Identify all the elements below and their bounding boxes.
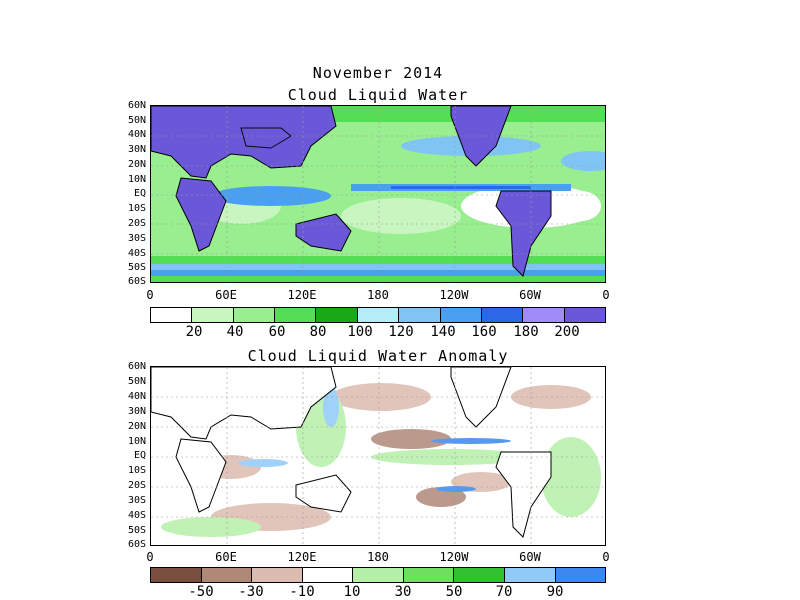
bottom-lat-label: 50N — [127, 376, 146, 387]
bottom-lat-label: 10N — [127, 436, 146, 447]
top-colorbar-swatch — [440, 308, 482, 322]
bottom-lon-label: 60E — [215, 550, 237, 564]
top-lat-label: 30S — [127, 233, 146, 244]
cloud-liquid-water-map — [150, 105, 606, 283]
top-colorbar — [150, 307, 606, 323]
top-colorbar-label: 140 — [430, 324, 456, 340]
top-lat-label: 60S — [127, 276, 146, 287]
bottom-colorbar-label: -30 — [238, 584, 264, 600]
top-map-title-date: November 2014 — [312, 64, 444, 82]
top-lon-label: 60E — [215, 288, 237, 302]
bottom-map-title: Cloud Liquid Water Anomaly — [247, 347, 509, 365]
bottom-colorbar-label: 10 — [343, 584, 361, 600]
bottom-lon-label: 0 — [602, 550, 610, 564]
top-lat-label: 10S — [127, 203, 146, 214]
top-lat-label: 30N — [127, 144, 146, 155]
cloud-liquid-water-anomaly-map — [150, 366, 606, 546]
top-lat-label: 10N — [127, 174, 146, 185]
bottom-colorbar-swatch — [555, 568, 606, 582]
top-colorbar-label: 40 — [226, 324, 244, 340]
top-colorbar-label: 80 — [309, 324, 327, 340]
top-colorbar-swatch — [233, 308, 276, 322]
top-colorbar-label: 60 — [268, 324, 286, 340]
bottom-lat-label: 20S — [127, 480, 146, 491]
top-colorbar-label: 20 — [185, 324, 203, 340]
top-lat-label: 50S — [127, 262, 146, 273]
top-lat-label: EQ — [133, 188, 146, 199]
top-lat-label: 40S — [127, 248, 146, 259]
top-colorbar-swatch — [357, 308, 400, 322]
bottom-lat-label: EQ — [133, 450, 146, 461]
top-colorbar-swatch — [399, 308, 441, 322]
top-colorbar-label: 100 — [347, 324, 373, 340]
bottom-lon-label: 60W — [519, 550, 541, 564]
bottom-colorbar-swatch — [252, 568, 303, 582]
bottom-lon-label: 180 — [367, 550, 389, 564]
top-colorbar-swatch — [481, 308, 524, 322]
top-colorbar-swatch — [275, 308, 317, 322]
bottom-lat-label: 40N — [127, 391, 146, 402]
top-colorbar-swatch — [151, 308, 193, 322]
bottom-colorbar-label: -10 — [289, 584, 315, 600]
top-colorbar-swatch — [564, 308, 605, 322]
top-lat-label: 20N — [127, 159, 146, 170]
cloud-liquid-water-map-graphic — [151, 106, 605, 282]
bottom-colorbar-label: 30 — [394, 584, 412, 600]
top-lon-label: 120E — [287, 288, 317, 302]
bottom-lat-label: 10S — [127, 465, 146, 476]
top-colorbar-swatch — [523, 308, 565, 322]
cloud-liquid-water-anomaly-map-graphic — [151, 367, 605, 545]
bottom-colorbar-swatch — [403, 568, 455, 582]
bottom-colorbar-label: 70 — [495, 584, 513, 600]
bottom-lat-label: 20N — [127, 421, 146, 432]
bottom-lat-label: 30S — [127, 495, 146, 506]
top-lon-label: 60W — [519, 288, 541, 302]
bottom-colorbar-label: 50 — [445, 584, 463, 600]
bottom-lat-label: 30N — [127, 406, 146, 417]
bottom-lat-label: 40S — [127, 510, 146, 521]
top-lon-label: 0 — [602, 288, 610, 302]
bottom-lat-label: 60N — [127, 361, 146, 372]
top-lon-label: 120W — [439, 288, 469, 302]
top-colorbar-label: 120 — [388, 324, 414, 340]
bottom-colorbar-swatch — [201, 568, 253, 582]
bottom-colorbar-label: -50 — [188, 584, 214, 600]
bottom-colorbar-swatch — [302, 568, 354, 582]
top-colorbar-swatch — [316, 308, 358, 322]
bottom-lat-label: 50S — [127, 525, 146, 536]
bottom-colorbar-swatch — [353, 568, 404, 582]
bottom-lat-label: 60S — [127, 539, 146, 550]
top-lat-label: 20S — [127, 218, 146, 229]
bottom-lon-label: 120W — [439, 550, 469, 564]
top-lat-label: 40N — [127, 129, 146, 140]
top-colorbar-label: 200 — [554, 324, 580, 340]
bottom-colorbar-label: 90 — [546, 584, 564, 600]
top-lat-label: 60N — [127, 100, 146, 111]
bottom-colorbar-swatch — [151, 568, 202, 582]
bottom-lon-label: 0 — [146, 550, 154, 564]
top-colorbar-label: 180 — [513, 324, 539, 340]
bottom-colorbar — [150, 567, 606, 583]
top-colorbar-label: 160 — [471, 324, 497, 340]
top-lon-label: 0 — [146, 288, 154, 302]
bottom-lon-label: 120E — [287, 550, 317, 564]
bottom-colorbar-swatch — [454, 568, 505, 582]
bottom-colorbar-swatch — [504, 568, 556, 582]
top-lat-label: 50N — [127, 115, 146, 126]
top-map-title: Cloud Liquid Water — [287, 86, 469, 104]
top-lon-label: 180 — [367, 288, 389, 302]
top-colorbar-swatch — [192, 308, 234, 322]
